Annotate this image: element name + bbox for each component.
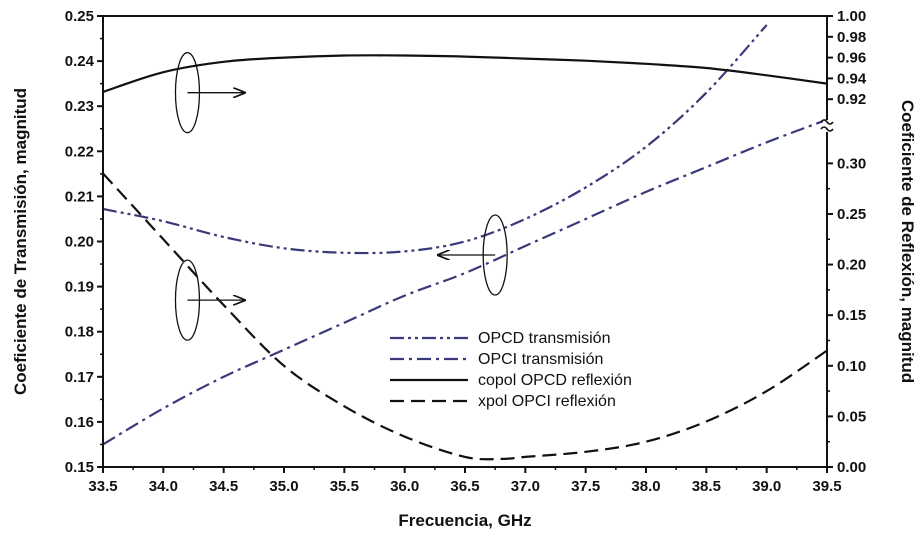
x-tick-label: 35.5 <box>330 478 359 495</box>
y-axis-left-title: Coeficiente de Transmisión, magnitud <box>11 88 30 395</box>
y-left-tick-label: 0.17 <box>65 369 94 386</box>
y-left-tick-label: 0.15 <box>65 459 94 476</box>
y-left-tick-label: 0.25 <box>65 8 94 25</box>
x-tick-label: 36.5 <box>450 478 479 495</box>
x-tick-label: 36.0 <box>390 478 419 495</box>
legend-label-3: copol OPCD reflexión <box>478 372 632 389</box>
x-tick-label: 35.0 <box>269 478 298 495</box>
y-left-tick-label: 0.20 <box>65 234 94 251</box>
series-line-1 <box>103 24 768 255</box>
y-left-tick-label: 0.22 <box>65 143 94 160</box>
annotations-layer <box>174 52 508 341</box>
x-axis-title: Frecuencia, GHz <box>398 511 531 530</box>
axes-layer: 33.5 34.0 34.5 35.0 35.5 36.0 36.5 37.0 37.5 38.0… <box>65 8 867 495</box>
legend-label-2: OPCI transmisión <box>478 351 603 368</box>
legend-label-4: xpol OPCI reflexión <box>478 393 616 410</box>
y-left-tick-label: 0.16 <box>65 414 94 431</box>
y-left-tick-label: 0.21 <box>65 188 94 205</box>
x-tick-label: 39.0 <box>752 478 781 495</box>
y-right-lower-tick-label: 0.00 <box>837 459 866 476</box>
axis-break-mark <box>820 119 834 125</box>
x-tick-label: 38.5 <box>692 478 721 495</box>
y-left-tick-label: 0.23 <box>65 98 94 115</box>
y-left-tick-label: 0.19 <box>65 279 94 296</box>
y-right-upper-tick-label: 0.94 <box>837 70 867 87</box>
series-line-2 <box>103 118 827 446</box>
y-left-tick-label: 0.18 <box>65 324 94 341</box>
y-left-tick-label: 0.24 <box>65 53 95 70</box>
x-tick-label: 34.0 <box>149 478 178 495</box>
legend-label-1: OPCD transmisión <box>478 330 610 347</box>
x-tick-label: 33.5 <box>88 478 117 495</box>
x-tick-label: 37.5 <box>571 478 600 495</box>
series-layer <box>103 24 827 461</box>
axis-break-gap <box>823 120 831 132</box>
x-tick-label: 39.5 <box>812 478 841 495</box>
y-right-lower-tick-label: 0.05 <box>837 408 866 425</box>
y-right-lower-tick-label: 0.10 <box>837 358 866 375</box>
x-tick-label: 38.0 <box>631 478 660 495</box>
x-tick-label: 37.0 <box>511 478 540 495</box>
y-right-upper-tick-label: 0.98 <box>837 29 866 46</box>
y-right-lower-tick-label: 0.20 <box>837 257 866 274</box>
series-line-4 <box>103 172 827 461</box>
y-right-upper-tick-label: 0.96 <box>837 50 866 67</box>
y-right-lower-tick-label: 0.15 <box>837 307 866 324</box>
plot-frame <box>102 15 828 468</box>
y-right-lower-tick-label: 0.30 <box>837 155 866 172</box>
series-line-3 <box>103 54 827 93</box>
x-tick-label: 34.5 <box>209 478 238 495</box>
y-right-upper-tick-label: 1.00 <box>837 8 866 25</box>
y-axis-right-title: Coeficiente de Reflexión, magnitud <box>898 100 917 383</box>
legend: OPCD transmisión OPCI transmisión copol OP… <box>390 330 632 410</box>
y-right-upper-tick-label: 0.92 <box>837 91 866 108</box>
y-right-lower-tick-label: 0.25 <box>837 206 866 223</box>
axis-break-mark <box>820 126 834 132</box>
